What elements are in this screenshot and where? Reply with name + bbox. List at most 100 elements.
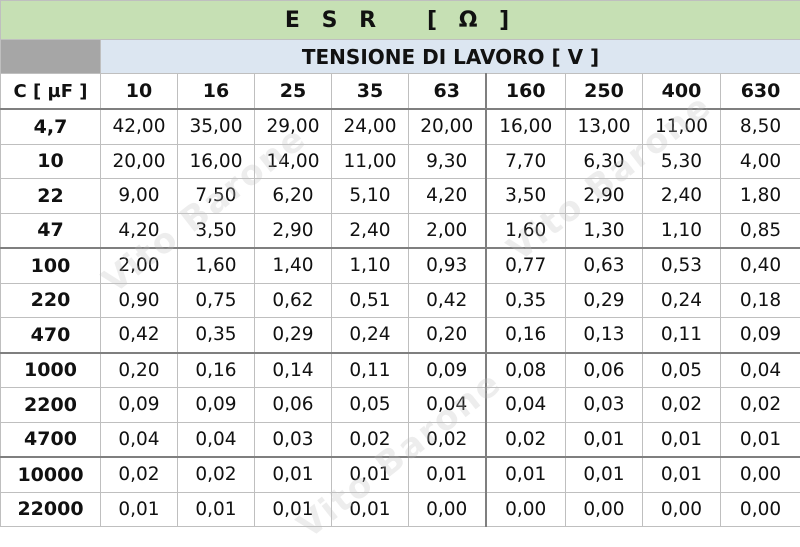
esr-value-cell: 5,30 (643, 144, 721, 179)
esr-value-cell: 0,20 (101, 353, 178, 388)
capacitance-cell: 470 (1, 318, 101, 353)
esr-value-cell: 0,01 (409, 457, 486, 492)
esr-value-cell: 0,29 (255, 318, 332, 353)
esr-value-cell: 0,35 (178, 318, 255, 353)
esr-value-cell: 1,10 (643, 213, 721, 248)
esr-value-cell: 0,06 (566, 353, 643, 388)
esr-table-sheet: E S R [ Ω ] TENSIONE DI LAVORO [ V ] C [… (0, 0, 800, 526)
esr-value-cell: 0,53 (643, 248, 721, 283)
esr-value-cell: 0,06 (255, 388, 332, 423)
esr-value-cell: 0,04 (101, 422, 178, 457)
esr-value-cell: 0,42 (409, 283, 486, 318)
esr-value-cell: 2,00 (409, 213, 486, 248)
capacitance-cell: 4700 (1, 422, 101, 457)
voltage-header-400: 400 (643, 74, 721, 110)
esr-value-cell: 0,04 (178, 422, 255, 457)
esr-value-cell: 0,09 (178, 388, 255, 423)
esr-value-cell: 0,01 (566, 422, 643, 457)
esr-value-cell: 0,35 (486, 283, 566, 318)
esr-value-cell: 5,10 (332, 179, 409, 214)
esr-value-cell: 0,00 (486, 492, 566, 527)
esr-value-cell: 2,00 (101, 248, 178, 283)
esr-value-cell: 0,01 (643, 422, 721, 457)
capacitance-cell: 2200 (1, 388, 101, 423)
capacitance-cell: 10000 (1, 457, 101, 492)
esr-value-cell: 0,02 (486, 422, 566, 457)
esr-value-cell: 6,20 (255, 179, 332, 214)
esr-value-cell: 0,05 (332, 388, 409, 423)
esr-value-cell: 0,04 (486, 388, 566, 423)
capacitance-cell: 10 (1, 144, 101, 179)
esr-value-cell: 1,40 (255, 248, 332, 283)
capacitance-cell: 22000 (1, 492, 101, 527)
esr-value-cell: 1,60 (178, 248, 255, 283)
esr-value-cell: 0,01 (643, 457, 721, 492)
capacitance-header: C [ µF ] (1, 74, 101, 110)
esr-value-cell: 16,00 (486, 109, 566, 144)
esr-value-cell: 9,00 (101, 179, 178, 214)
esr-value-cell: 1,80 (721, 179, 800, 214)
capacitance-cell: 100 (1, 248, 101, 283)
esr-value-cell: 0,02 (643, 388, 721, 423)
esr-value-cell: 0,00 (566, 492, 643, 527)
esr-value-cell: 2,40 (643, 179, 721, 214)
esr-value-cell: 0,42 (101, 318, 178, 353)
esr-value-cell: 0,77 (486, 248, 566, 283)
esr-value-cell: 8,50 (721, 109, 800, 144)
esr-value-cell: 0,01 (566, 457, 643, 492)
esr-value-cell: 0,01 (721, 422, 800, 457)
esr-value-cell: 0,00 (409, 492, 486, 527)
esr-value-cell: 0,02 (178, 457, 255, 492)
esr-value-cell: 0,13 (566, 318, 643, 353)
esr-value-cell: 7,50 (178, 179, 255, 214)
esr-value-cell: 0,01 (101, 492, 178, 527)
esr-value-cell: 0,01 (486, 457, 566, 492)
esr-value-cell: 0,01 (332, 492, 409, 527)
voltage-header-63: 63 (409, 74, 486, 110)
esr-value-cell: 1,30 (566, 213, 643, 248)
esr-value-cell: 0,09 (101, 388, 178, 423)
esr-value-cell: 35,00 (178, 109, 255, 144)
esr-value-cell: 0,00 (643, 492, 721, 527)
esr-value-cell: 13,00 (566, 109, 643, 144)
esr-value-cell: 0,16 (178, 353, 255, 388)
esr-value-cell: 0,24 (332, 318, 409, 353)
esr-value-cell: 20,00 (409, 109, 486, 144)
esr-value-cell: 0,14 (255, 353, 332, 388)
esr-value-cell: 2,40 (332, 213, 409, 248)
esr-value-cell: 6,30 (566, 144, 643, 179)
esr-value-cell: 0,04 (409, 388, 486, 423)
esr-value-cell: 0,03 (566, 388, 643, 423)
esr-value-cell: 42,00 (101, 109, 178, 144)
esr-value-cell: 0,93 (409, 248, 486, 283)
esr-value-cell: 0,03 (255, 422, 332, 457)
esr-value-cell: 0,01 (332, 457, 409, 492)
corner-cell (1, 40, 101, 74)
esr-value-cell: 0,24 (643, 283, 721, 318)
esr-value-cell: 0,00 (721, 457, 800, 492)
esr-value-cell: 0,04 (721, 353, 800, 388)
esr-table: E S R [ Ω ] TENSIONE DI LAVORO [ V ] C [… (0, 0, 800, 527)
esr-value-cell: 0,85 (721, 213, 800, 248)
esr-value-cell: 16,00 (178, 144, 255, 179)
subheader-row: TENSIONE DI LAVORO [ V ] (1, 40, 800, 74)
esr-value-cell: 3,50 (486, 179, 566, 214)
esr-value-cell: 0,40 (721, 248, 800, 283)
capacitance-cell: 47 (1, 213, 101, 248)
voltage-header-160: 160 (486, 74, 566, 110)
esr-value-cell: 0,02 (721, 388, 800, 423)
esr-value-cell: 0,08 (486, 353, 566, 388)
voltage-header-10: 10 (101, 74, 178, 110)
capacitance-cell: 1000 (1, 353, 101, 388)
esr-value-cell: 0,75 (178, 283, 255, 318)
esr-value-cell: 0,11 (643, 318, 721, 353)
esr-value-cell: 0,00 (721, 492, 800, 527)
